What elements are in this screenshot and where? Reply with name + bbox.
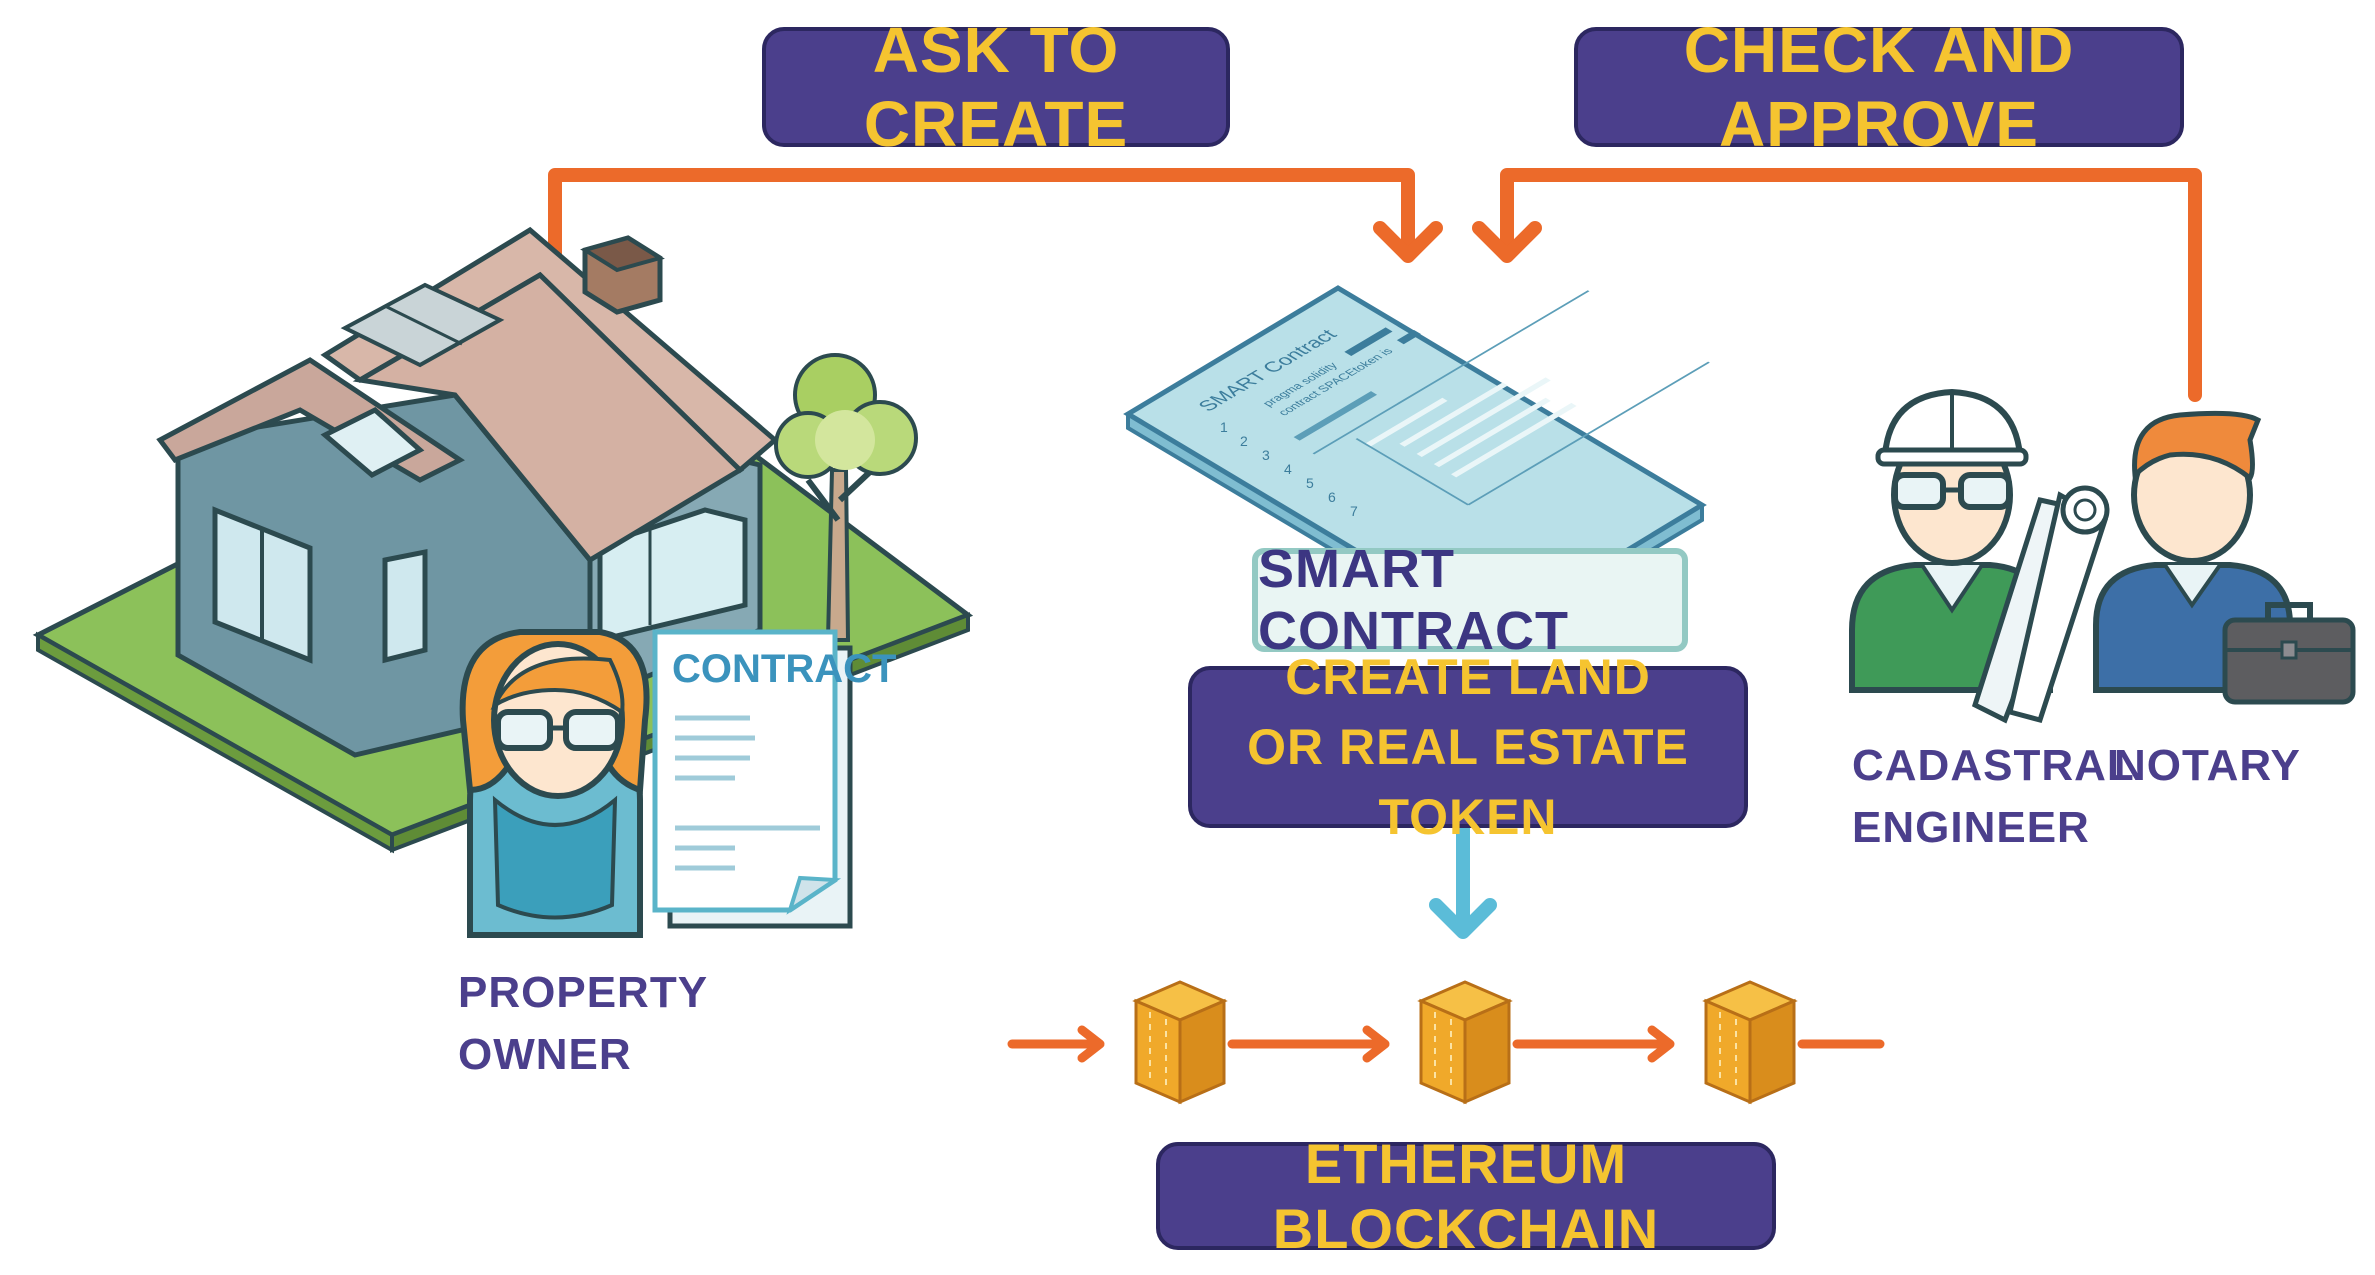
line-number: 1 <box>1220 419 1228 435</box>
contract-title: CONTRACT <box>672 647 896 691</box>
token-to-chain-arrow <box>1429 821 1497 939</box>
ask-arrow <box>548 168 1443 292</box>
line-number: 2 <box>1240 433 1248 449</box>
ask-to-create-label: ASK TO CREATE <box>762 14 1230 160</box>
owner-caption-line2: OWNER <box>458 1030 632 1079</box>
blockchain-chain <box>1007 1025 1885 1063</box>
block-icon <box>1132 980 1228 1105</box>
engineer-caption-line1: CADASTRAL <box>1852 741 2135 790</box>
line-number: 4 <box>1284 461 1292 477</box>
create-token-label: CREATE LAND OR REAL ESTATE TOKEN <box>1188 649 1748 845</box>
create-token-line2: OR REAL ESTATE TOKEN <box>1247 719 1689 845</box>
line-number: 6 <box>1328 489 1336 505</box>
house-icon <box>32 226 974 854</box>
engineer-caption-line2: ENGINEER <box>1852 803 2090 852</box>
block-icon <box>1417 980 1513 1105</box>
ethereum-blockchain-label: ETHEREUM BLOCKCHAIN <box>1156 1132 1776 1260</box>
owner-caption-line1: PROPERTY <box>458 968 709 1017</box>
approve-arrow <box>1472 168 2202 402</box>
property-owner-icon <box>459 629 650 938</box>
property-owner-caption: PROPERTY OWNER <box>458 962 708 1086</box>
line-number: 7 <box>1350 503 1358 519</box>
notary-caption: NOTARY <box>2114 741 2301 790</box>
smart-contract-label: SMART CONTRACT <box>1252 539 1688 661</box>
line-number: 5 <box>1306 475 1314 491</box>
notary-icon <box>2093 410 2293 693</box>
contract-document-icon: CONTRACT <box>652 629 896 929</box>
tree-icon <box>774 353 918 642</box>
sheet-line-numbers: 1 2 3 4 5 6 7 <box>1220 419 1358 519</box>
block-icon <box>1702 980 1798 1105</box>
cadastral-engineer-caption: CADASTRAL ENGINEER <box>1852 735 2135 859</box>
line-number: 3 <box>1262 447 1270 463</box>
create-token-line1: CREATE LAND <box>1285 649 1651 705</box>
check-and-approve-label: CHECK AND APPROVE <box>1574 14 2184 160</box>
blueprint-roll-icon <box>1971 485 2110 724</box>
briefcase-icon <box>2222 602 2356 705</box>
